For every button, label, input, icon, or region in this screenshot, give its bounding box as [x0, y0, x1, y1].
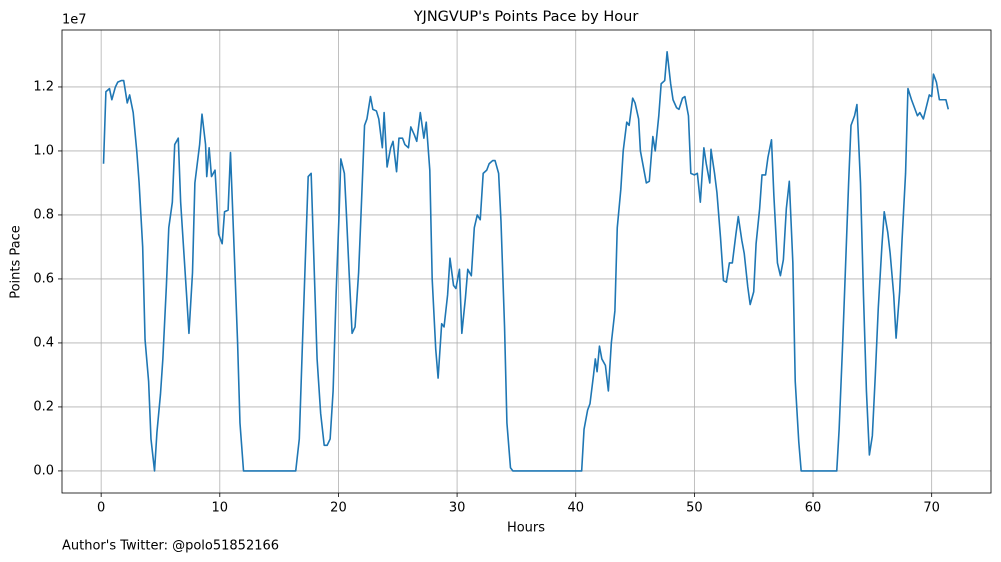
- y-axis-label: Points Pace: [9, 225, 24, 299]
- y-tick-label: 0.4: [33, 335, 54, 350]
- x-tick-label: 40: [567, 501, 584, 516]
- y-offset-label: 1e7: [62, 13, 87, 28]
- x-tick-label: 10: [212, 501, 229, 516]
- x-tick-label: 20: [330, 501, 347, 516]
- y-tick-label: 0.0: [33, 463, 54, 478]
- data-line: [102, 50, 950, 472]
- y-tick-label: 1.2: [33, 79, 54, 94]
- y-tick-label: 0.2: [33, 399, 54, 414]
- y-tick-label: 0.6: [33, 271, 54, 286]
- footnote: Author's Twitter: @polo51852166: [62, 539, 279, 554]
- plot-frame: [61, 29, 992, 494]
- x-tick-label: 50: [686, 501, 703, 516]
- x-tick-label: 30: [449, 501, 466, 516]
- chart-title: YJNGVUP's Points Pace by Hour: [413, 9, 639, 25]
- y-tick-label: 0.8: [33, 207, 54, 222]
- x-tick-label: 60: [805, 501, 822, 516]
- x-tick-label: 70: [923, 501, 940, 516]
- x-axis-label: Hours: [507, 521, 545, 536]
- x-tick-label: 0: [97, 501, 105, 516]
- y-tick-label: 1.0: [33, 143, 54, 158]
